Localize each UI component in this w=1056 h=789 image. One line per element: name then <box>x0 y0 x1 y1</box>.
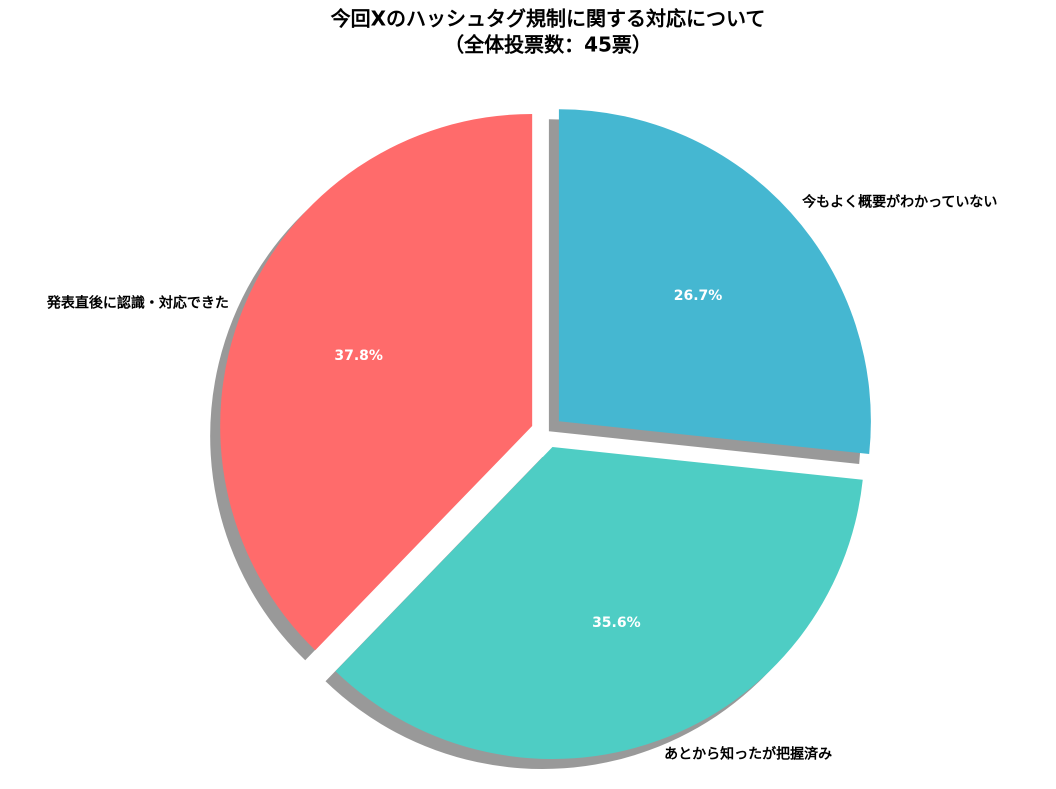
category-label: あとから知ったが把握済み <box>664 746 832 763</box>
pie-slice <box>220 113 533 651</box>
pie-slice <box>335 447 863 760</box>
value-label: 26.7% <box>674 288 723 304</box>
category-label: 発表直後に認識・対応できた <box>46 294 229 311</box>
value-label: 37.8% <box>334 348 383 364</box>
value-label: 35.6% <box>592 615 641 631</box>
category-label: 今もよく概要がわかっていない <box>801 193 997 210</box>
chart-subtitle: （全体投票数：45票） <box>444 33 652 57</box>
pie-slice <box>558 109 871 455</box>
chart-title: 今回Xのハッシュタグ規制に関する対応について <box>331 7 766 31</box>
